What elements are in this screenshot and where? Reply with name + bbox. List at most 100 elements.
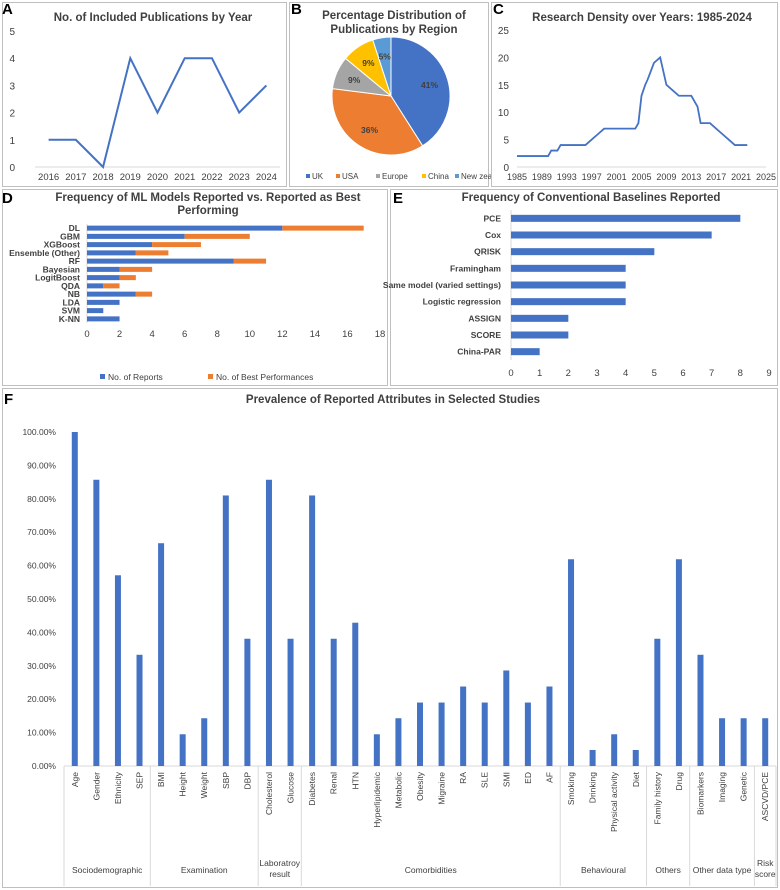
chart-d-category-label: DL bbox=[69, 223, 80, 233]
chart-f-category-label: Drinking bbox=[588, 772, 598, 803]
chart-e-xtick: 6 bbox=[680, 368, 685, 379]
chart-d-category-label: LDA bbox=[63, 297, 80, 307]
chart-d-bar-best bbox=[119, 266, 153, 272]
chart-f-bar bbox=[158, 543, 165, 766]
chart-d-bar-reports bbox=[87, 291, 136, 297]
chart-d-bar-best bbox=[282, 225, 364, 231]
chart-f-bar bbox=[632, 749, 639, 766]
chart-f-bar bbox=[136, 654, 143, 766]
chart-d-category-label: K-NN bbox=[59, 314, 80, 324]
chart-e-category-label: PCE bbox=[484, 213, 502, 223]
chart-f-category-label: Smoking bbox=[566, 772, 576, 805]
chart-e-xtick: 5 bbox=[652, 368, 657, 379]
chart-f-category-label: SLE bbox=[480, 772, 490, 788]
chart-d-xtick: 2 bbox=[117, 329, 122, 340]
chart-f-category-label: Ethnicity bbox=[113, 771, 123, 804]
chart-e-bar bbox=[511, 331, 569, 339]
chart-f-bar bbox=[719, 718, 726, 766]
chart-e-bar bbox=[511, 298, 626, 306]
chart-e-svg: Frequency of Conventional Baselines Repo… bbox=[383, 192, 772, 379]
chart-f-category-label: Biomarkers bbox=[695, 772, 705, 815]
chart-f-category-label: HTN bbox=[350, 772, 360, 789]
chart-d-xtick: 16 bbox=[342, 329, 353, 340]
chart-b-slice bbox=[372, 36, 392, 97]
panel-label-a: A bbox=[2, 1, 13, 18]
chart-b-data-label: 9% bbox=[362, 58, 375, 68]
chart-d-bar-best bbox=[152, 242, 201, 248]
chart-d-category-label: XGBoost bbox=[44, 240, 81, 250]
chart-e-xtick: 3 bbox=[594, 368, 599, 379]
chart-f-ytick: 10.00% bbox=[27, 728, 56, 738]
chart-f-category-label: Migraine bbox=[437, 772, 447, 805]
chart-f-category-label: Glucose bbox=[286, 772, 296, 803]
panel-label-e: E bbox=[393, 190, 404, 207]
chart-f-bar bbox=[697, 654, 704, 766]
chart-f-bar bbox=[568, 559, 575, 766]
panel-label-b: B bbox=[291, 1, 302, 18]
chart-a-title: No. of Included Publications by Year bbox=[54, 12, 253, 24]
chart-f-category-label: Age bbox=[70, 772, 80, 787]
chart-f-category-label: ASCVD/PCE bbox=[760, 772, 770, 821]
panel-label-f: F bbox=[4, 391, 14, 408]
chart-b-legend-label: Europe bbox=[382, 172, 408, 181]
chart-f-title: Prevalence of Reported Attributes in Sel… bbox=[246, 394, 540, 406]
chart-f-bar bbox=[611, 734, 618, 766]
chart-b-legend-label: UK bbox=[312, 172, 324, 181]
chart-f-category-label: Physical activity bbox=[609, 771, 619, 832]
chart-f-bar bbox=[675, 559, 682, 766]
chart-d-xtick: 10 bbox=[244, 329, 255, 340]
chart-f-bar bbox=[438, 702, 445, 766]
chart-d-bar-reports bbox=[87, 283, 104, 289]
chart-d-legend-swatch bbox=[100, 374, 105, 379]
chart-c-xtick: 2001 bbox=[607, 172, 627, 182]
chart-c-title: Research Density over Years: 1985-2024 bbox=[532, 12, 752, 24]
chart-e-xtick: 0 bbox=[508, 368, 513, 379]
chart-f-ytick: 90.00% bbox=[27, 460, 56, 470]
chart-f-category-label: Cholesterol bbox=[264, 772, 274, 815]
chart-d-category-label: GBM bbox=[60, 231, 80, 241]
chart-f-group-label: Other data type bbox=[693, 865, 752, 875]
chart-f-bar bbox=[114, 575, 121, 766]
chart-f-category-label: SBP bbox=[221, 772, 231, 789]
chart-f-ytick: 80.00% bbox=[27, 494, 56, 504]
chart-e-xtick: 7 bbox=[709, 368, 714, 379]
chart-f-bar bbox=[93, 479, 100, 766]
chart-f-bar bbox=[330, 638, 337, 766]
chart-d-svg: Frequency of ML Models Reported vs. Repo… bbox=[9, 192, 386, 382]
chart-e-category-label: Cox bbox=[485, 230, 501, 240]
chart-f-bar bbox=[265, 479, 272, 766]
chart-d-bar-reports bbox=[87, 242, 153, 248]
chart-f-group-label: Laboratroy bbox=[259, 858, 300, 868]
chart-a-xtick: 2022 bbox=[201, 172, 222, 183]
chart-f-group-label: result bbox=[269, 869, 290, 879]
chart-f-group-label: score bbox=[755, 869, 776, 879]
panel-label-d: D bbox=[2, 190, 13, 207]
chart-b-svg: Percentage Distribution of Publications b… bbox=[306, 10, 507, 181]
chart-c-ytick: 10 bbox=[498, 108, 510, 119]
chart-e-category-label: Same model (varied settings) bbox=[383, 280, 501, 290]
chart-d-xtick: 18 bbox=[375, 329, 386, 340]
chart-d-xtick: 14 bbox=[310, 329, 321, 340]
chart-a-xtick: 2016 bbox=[38, 172, 59, 183]
chart-d-bar-reports bbox=[87, 258, 234, 264]
chart-d-bar-best bbox=[103, 283, 120, 289]
chart-f-bar bbox=[179, 734, 186, 766]
chart-d-bar-reports bbox=[87, 275, 120, 281]
chart-f-bar bbox=[71, 432, 78, 766]
chart-f-bar bbox=[481, 702, 488, 766]
chart-d-category-label: Ensemble (Other) bbox=[9, 248, 80, 258]
chart-f-category-label: RA bbox=[458, 772, 468, 784]
chart-c-xtick: 2013 bbox=[681, 172, 701, 182]
chart-f-ytick: 20.00% bbox=[27, 694, 56, 704]
chart-a-xtick: 2024 bbox=[256, 172, 277, 183]
chart-e-category-label: Framingham bbox=[450, 263, 501, 273]
chart-e-bar bbox=[511, 231, 712, 239]
chart-c-xtick: 1985 bbox=[507, 172, 527, 182]
chart-f-category-label: ED bbox=[523, 772, 533, 784]
chart-f-bar bbox=[740, 718, 747, 766]
panel-label-c: C bbox=[493, 1, 504, 18]
chart-b-data-label: 9% bbox=[348, 75, 361, 85]
chart-c-xtick: 2009 bbox=[656, 172, 676, 182]
chart-f-group-label: Sociodemographic bbox=[72, 865, 143, 875]
chart-f-category-label: Diabetes bbox=[307, 772, 317, 806]
